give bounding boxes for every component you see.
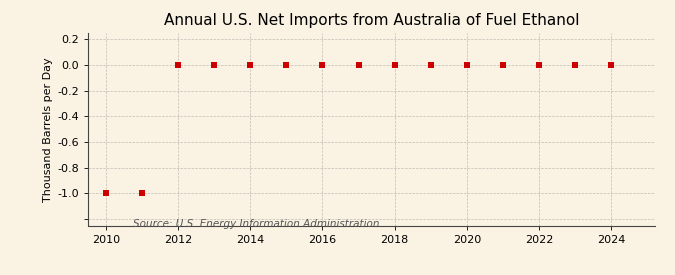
Point — [317, 63, 328, 67]
Point — [245, 63, 256, 67]
Point — [462, 63, 472, 67]
Y-axis label: Thousand Barrels per Day: Thousand Barrels per Day — [43, 57, 53, 202]
Point — [606, 63, 617, 67]
Point — [534, 63, 545, 67]
Point — [389, 63, 400, 67]
Point — [281, 63, 292, 67]
Point — [570, 63, 580, 67]
Point — [173, 63, 184, 67]
Point — [136, 191, 147, 196]
Point — [353, 63, 364, 67]
Point — [497, 63, 508, 67]
Title: Annual U.S. Net Imports from Australia of Fuel Ethanol: Annual U.S. Net Imports from Australia o… — [163, 13, 579, 28]
Text: Source: U.S. Energy Information Administration: Source: U.S. Energy Information Administ… — [133, 219, 379, 229]
Point — [425, 63, 436, 67]
Point — [101, 191, 111, 196]
Point — [209, 63, 219, 67]
